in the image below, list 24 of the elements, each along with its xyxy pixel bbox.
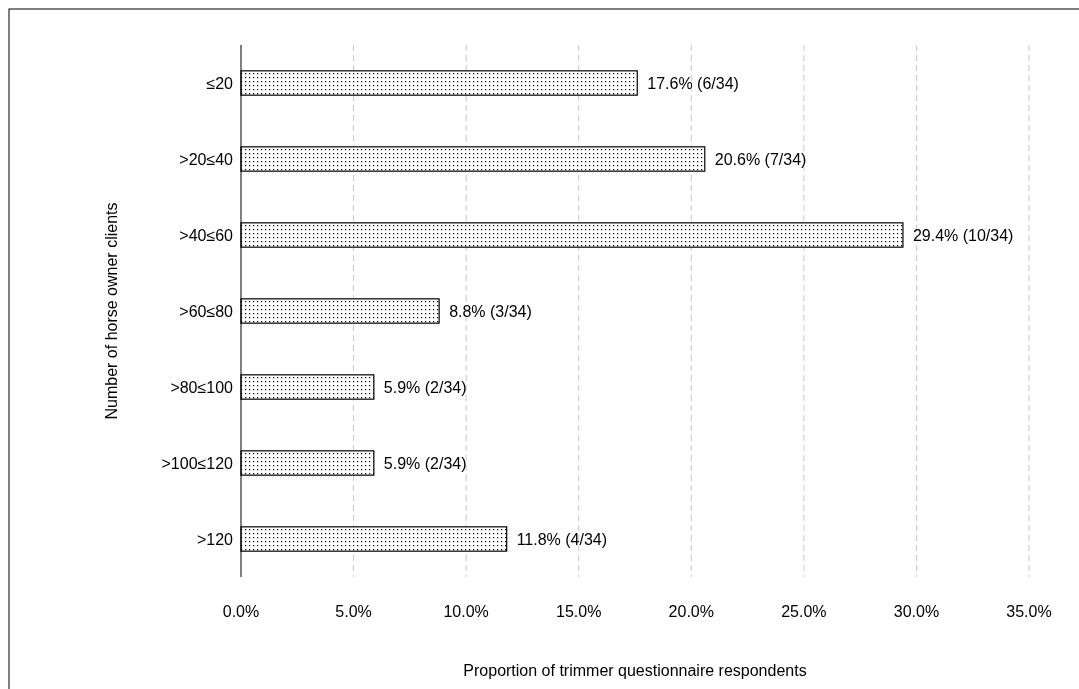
x-tick-label: 0.0% [222,602,260,620]
data-label: 20.6% (7/34) [714,150,807,168]
y-tick-label: >100≤120 [161,454,234,472]
x-tick-label: 35.0% [1006,602,1052,620]
x-axis-title: Proportion of trimmer questionnaire respondents [463,661,807,679]
data-label: 5.9% (2/34) [383,454,467,472]
data-label: 11.8% (4/34) [516,530,608,548]
y-tick-label: >40≤60 [179,226,234,244]
y-axis-title: Number of horse owner clients [102,202,120,420]
x-tick-label: 5.0% [335,602,372,620]
x-tick-label: 15.0% [556,602,602,620]
x-tick-label: 20.0% [668,602,714,620]
y-tick-label: >60≤80 [179,302,234,320]
x-tick-label: 30.0% [893,602,940,620]
y-tick-label: >20≤40 [179,150,234,168]
data-label: 5.9% (2/34) [383,378,467,396]
x-tick-label: 10.0% [443,602,489,620]
y-tick-label: ≤20 [206,74,234,92]
y-tick-label: >120 [196,530,234,548]
data-label: 29.4% (10/34) [912,226,1014,244]
data-label: 8.8% (3/34) [449,302,532,320]
y-tick-label: >80≤100 [170,378,234,396]
x-tick-label: 25.0% [781,602,827,620]
data-label: 17.6% (6/34) [647,74,739,92]
